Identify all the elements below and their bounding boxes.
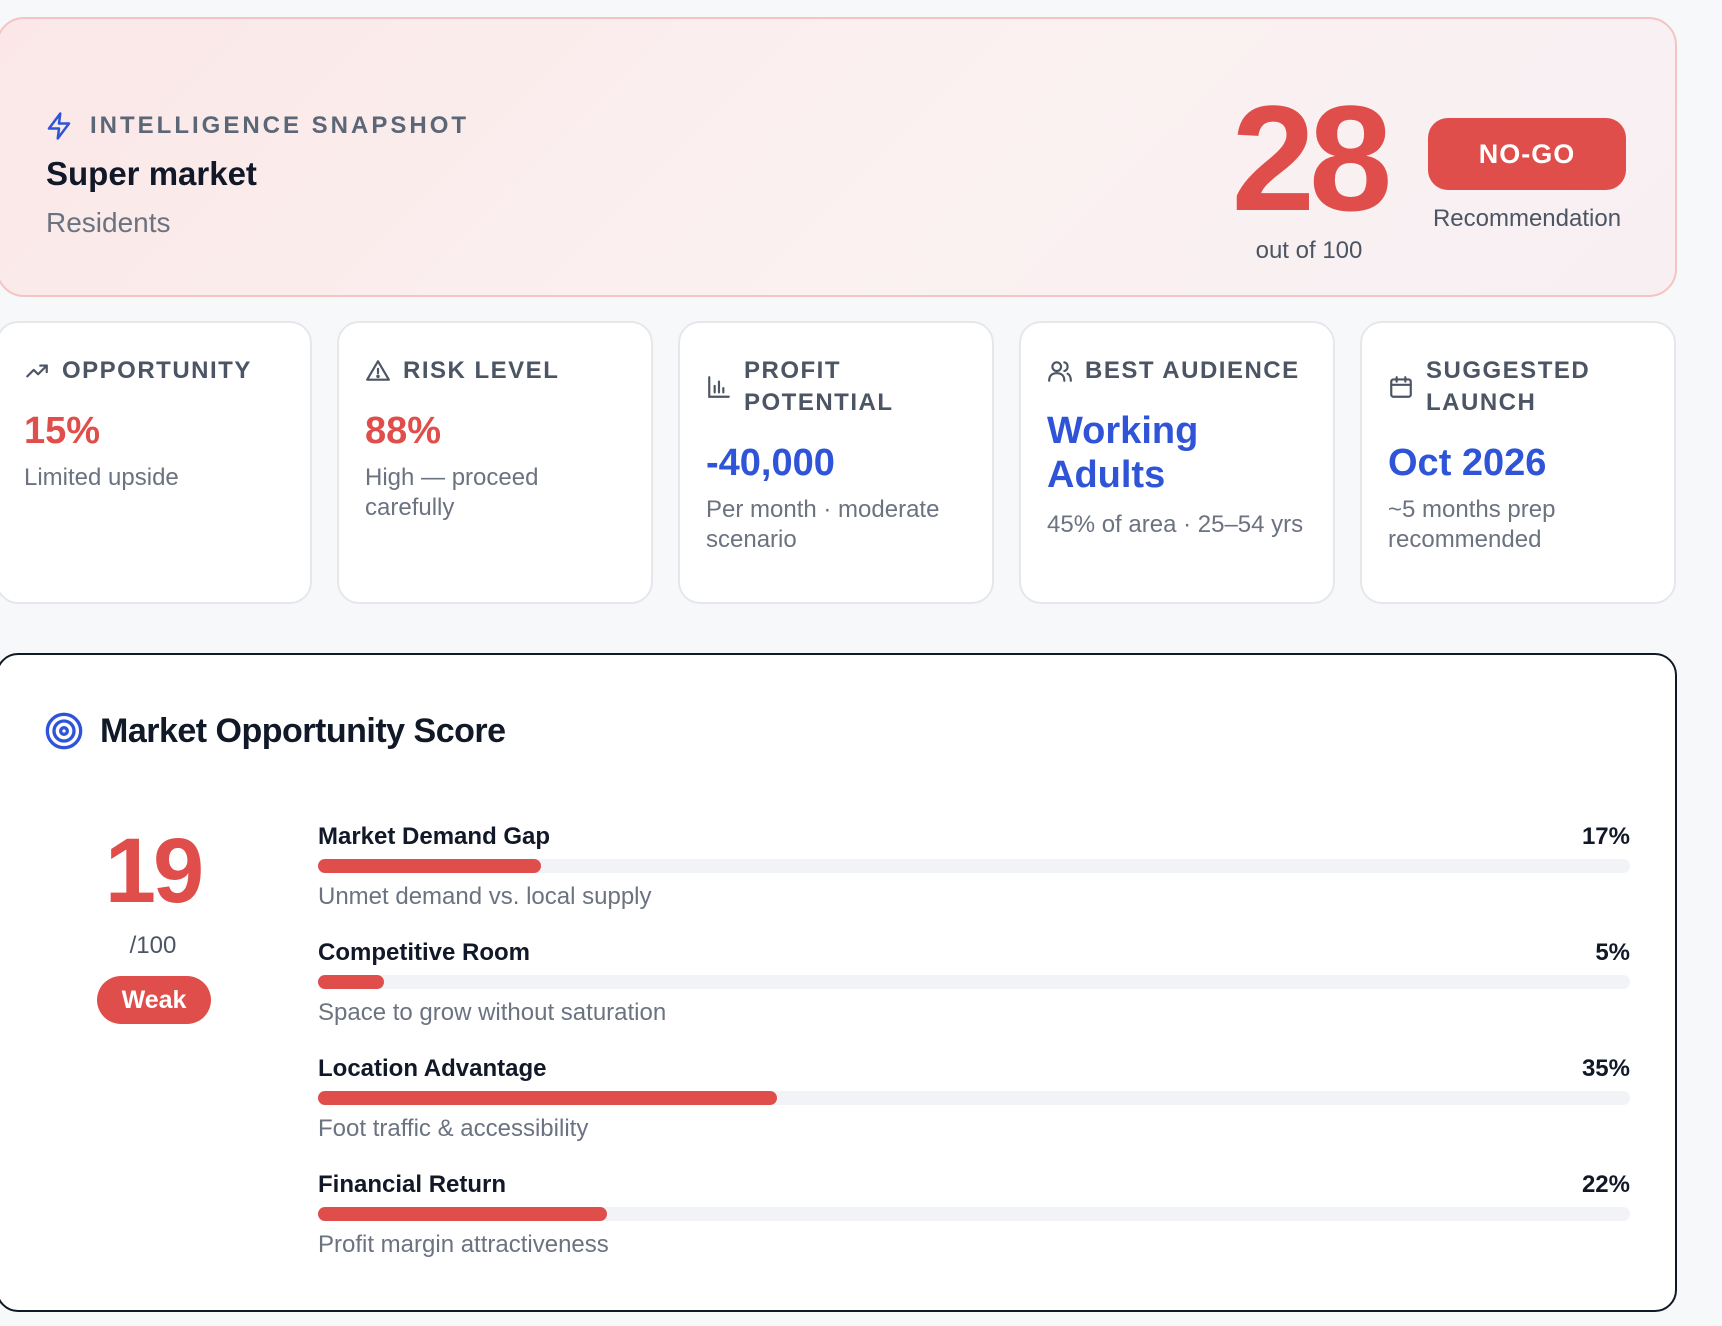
factor-percent: 5% <box>1595 939 1630 966</box>
metric-description: Per month · moderate scenario <box>706 496 940 553</box>
factor-percent: 35% <box>1581 1055 1630 1082</box>
factor-location-advantage: Location Advantage 35% Foot traffic & ac… <box>318 1055 1630 1165</box>
factor-label: Location Advantage <box>318 1055 547 1082</box>
snapshot-subtitle: Residents <box>46 207 171 238</box>
metric-header: OPPORTUNITY <box>24 355 294 387</box>
overall-score: 28 <box>1231 74 1393 242</box>
factor-progress-track <box>318 1207 1630 1221</box>
metric-card-best-audience: BEST AUDIENCE Working Adults 45% of area… <box>1019 321 1335 604</box>
metric-value: 88% <box>365 410 442 452</box>
factor-description: Space to grow without saturation <box>318 999 667 1026</box>
metric-card-suggested-launch: SUGGESTED LAUNCH Oct 2026 ~5 months prep… <box>1360 321 1676 604</box>
factor-progress-fill <box>318 1091 778 1105</box>
factor-progress-track <box>318 859 1630 873</box>
market-score-total: /100 <box>129 932 177 959</box>
metric-header: SUGGESTED LAUNCH <box>1388 355 1658 419</box>
metric-value: Working Adults <box>1047 410 1199 496</box>
metric-header: RISK LEVEL <box>365 355 635 387</box>
metric-value: 15% <box>24 410 101 452</box>
factor-competitive-room: Competitive Room 5% Space to grow withou… <box>318 939 1630 1049</box>
factor-progress-fill <box>318 975 384 989</box>
trending-up-icon <box>26 364 48 378</box>
factor-progress-track <box>318 975 1630 989</box>
metric-header: BEST AUDIENCE <box>1047 355 1317 387</box>
metric-description: High — proceed carefully <box>365 464 539 521</box>
factor-label: Market Demand Gap <box>318 823 551 850</box>
calendar-icon <box>1390 376 1412 398</box>
metric-card-profit-potential: PROFIT POTENTIAL -40,000 Per month · mod… <box>678 321 994 604</box>
users-icon <box>1048 361 1072 382</box>
metric-card-opportunity: OPPORTUNITY 15% Limited upside <box>0 321 312 604</box>
metric-title: BEST AUDIENCE <box>1085 357 1300 384</box>
market-opportunity-title: Market Opportunity Score <box>44 711 506 751</box>
recommendation-caption: Recommendation <box>1432 205 1622 232</box>
metric-title: PROFIT POTENTIAL <box>744 357 894 416</box>
factor-percent: 22% <box>1581 1171 1630 1198</box>
metric-description: 45% of area · 25–54 yrs <box>1047 511 1304 538</box>
market-rating-badge: Weak <box>97 976 211 1024</box>
metric-title: SUGGESTED LAUNCH <box>1426 357 1591 416</box>
metric-title: OPPORTUNITY <box>62 357 252 384</box>
factor-financial-return: Financial Return 22% Profit margin attra… <box>318 1171 1630 1281</box>
metric-value: Oct 2026 <box>1388 442 1547 484</box>
metric-description: ~5 months prep recommended <box>1388 496 1556 553</box>
factor-progress-fill <box>318 859 542 873</box>
factor-description: Unmet demand vs. local supply <box>318 883 652 910</box>
market-score-value: 19 <box>104 820 204 922</box>
metric-title: RISK LEVEL <box>403 357 560 384</box>
overall-score-caption: out of 100 <box>1255 237 1363 264</box>
snapshot-eyebrow: INTELLIGENCE SNAPSHOT <box>44 111 469 141</box>
metric-header: PROFIT POTENTIAL <box>706 355 976 419</box>
target-icon <box>45 712 83 750</box>
factor-label: Financial Return <box>318 1171 507 1198</box>
market-opportunity-card: Market Opportunity Score 19 /100 Weak Ma… <box>0 653 1677 1312</box>
warning-triangle-icon <box>366 360 390 381</box>
metric-value: -40,000 <box>706 442 835 484</box>
factor-label: Competitive Room <box>318 939 531 966</box>
factor-market-demand-gap: Market Demand Gap 17% Unmet demand vs. l… <box>318 823 1630 933</box>
factor-description: Foot traffic & accessibility <box>318 1115 589 1142</box>
factor-progress-track <box>318 1091 1630 1105</box>
snapshot-eyebrow-label: INTELLIGENCE SNAPSHOT <box>90 112 470 139</box>
market-opportunity-title-label: Market Opportunity Score <box>100 711 506 750</box>
snapshot-title: Super market <box>46 155 257 192</box>
metric-card-risk-level: RISK LEVEL 88% High — proceed carefully <box>337 321 653 604</box>
lightning-icon <box>47 112 71 140</box>
bar-chart-icon <box>708 376 730 398</box>
factor-percent: 17% <box>1581 823 1630 850</box>
metric-description: Limited upside <box>24 464 179 491</box>
intelligence-snapshot-card: INTELLIGENCE SNAPSHOT Super market Resid… <box>0 17 1677 297</box>
recommendation-badge[interactable]: NO-GO <box>1428 118 1626 190</box>
factor-description: Profit margin attractiveness <box>318 1231 609 1258</box>
factor-progress-fill <box>318 1207 607 1221</box>
